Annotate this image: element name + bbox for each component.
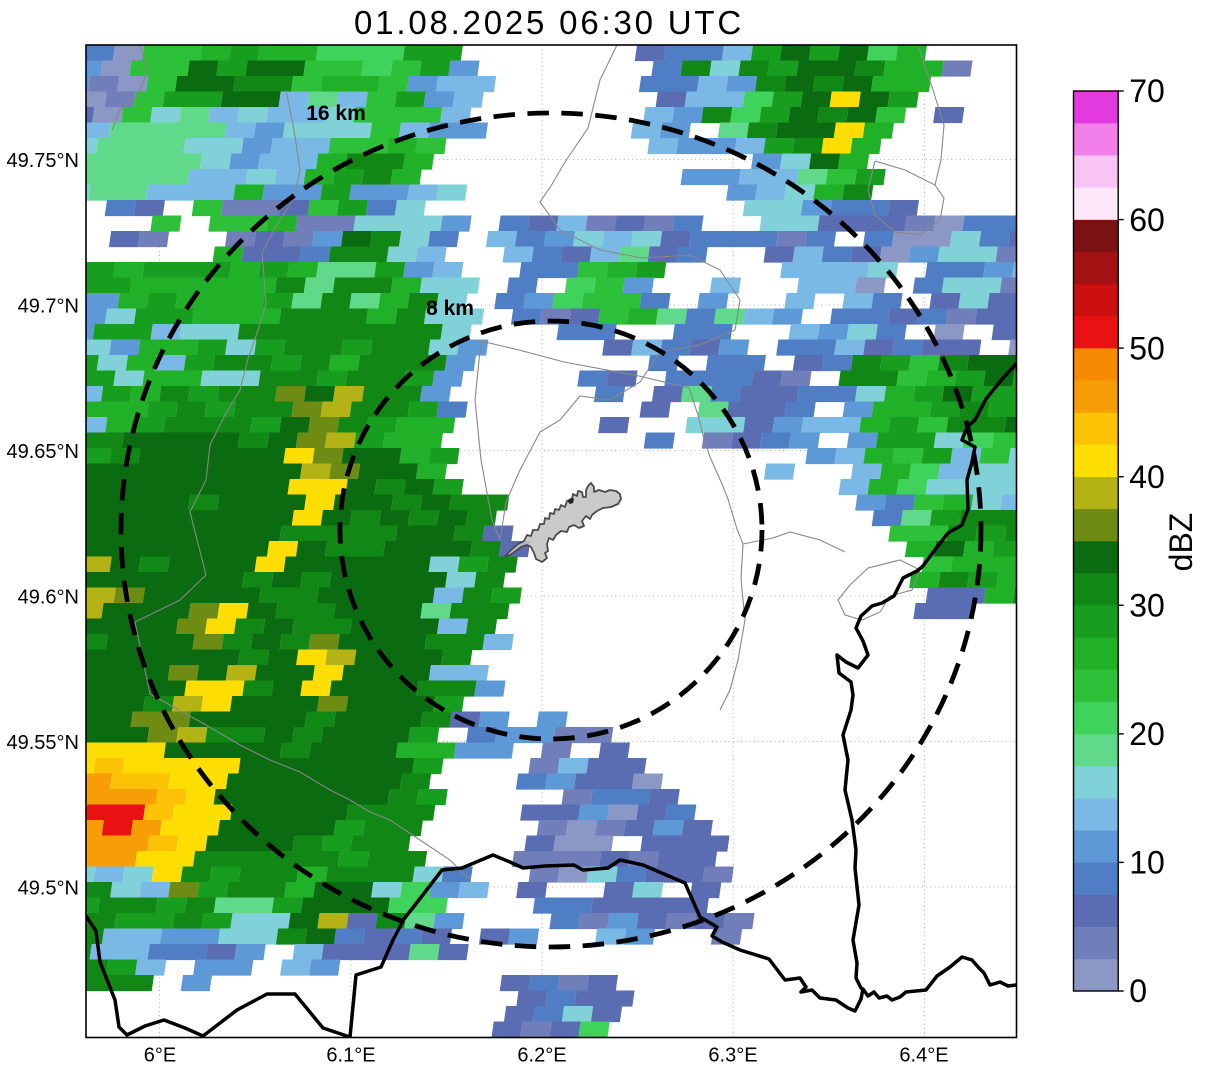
- svg-text:6.4°E: 6.4°E: [899, 1045, 948, 1067]
- svg-text:40: 40: [1129, 459, 1165, 495]
- svg-text:60: 60: [1129, 202, 1165, 238]
- svg-text:10: 10: [1129, 845, 1165, 881]
- svg-text:30: 30: [1129, 588, 1165, 624]
- svg-text:dBZ: dBZ: [1163, 513, 1199, 572]
- svg-text:01.08.2025 06:30 UTC: 01.08.2025 06:30 UTC: [354, 4, 744, 41]
- svg-text:6.3°E: 6.3°E: [708, 1045, 757, 1067]
- svg-text:49.6°N: 49.6°N: [18, 586, 79, 608]
- svg-text:8 km: 8 km: [426, 297, 474, 320]
- svg-text:49.55°N: 49.55°N: [7, 732, 80, 754]
- svg-text:70: 70: [1129, 73, 1165, 109]
- svg-text:6°E: 6°E: [144, 1045, 176, 1067]
- svg-text:20: 20: [1129, 716, 1165, 752]
- svg-text:6.1°E: 6.1°E: [326, 1045, 375, 1067]
- svg-text:6.2°E: 6.2°E: [517, 1045, 566, 1067]
- svg-text:16 km: 16 km: [306, 102, 366, 125]
- svg-text:49.7°N: 49.7°N: [18, 295, 79, 317]
- svg-text:49.5°N: 49.5°N: [18, 877, 79, 899]
- svg-text:49.65°N: 49.65°N: [7, 441, 80, 463]
- svg-text:50: 50: [1129, 330, 1165, 366]
- svg-text:49.75°N: 49.75°N: [7, 150, 80, 172]
- svg-text:0: 0: [1129, 973, 1147, 1009]
